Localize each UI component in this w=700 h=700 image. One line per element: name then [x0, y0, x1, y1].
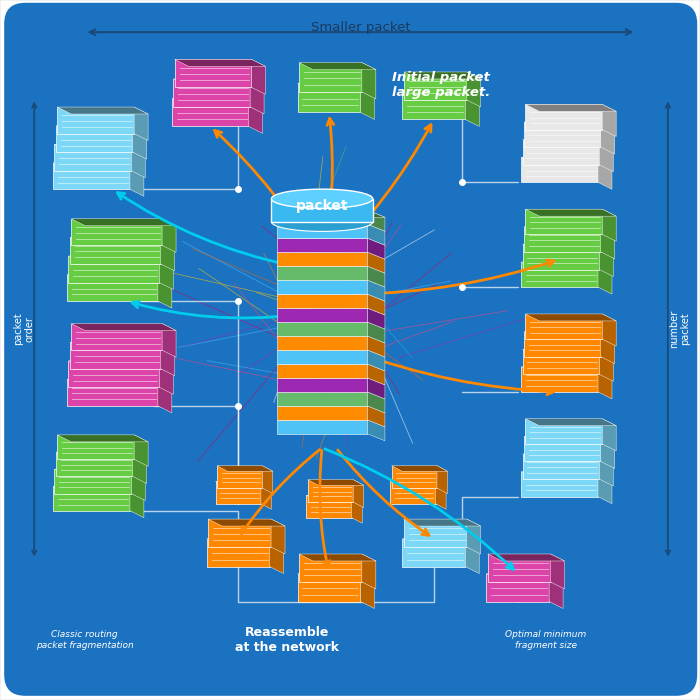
Polygon shape — [57, 435, 134, 459]
Polygon shape — [368, 392, 385, 413]
Polygon shape — [524, 122, 615, 129]
Polygon shape — [368, 406, 385, 427]
Polygon shape — [69, 360, 174, 368]
Polygon shape — [488, 554, 550, 582]
Polygon shape — [368, 224, 385, 245]
Polygon shape — [160, 256, 174, 290]
Polygon shape — [526, 209, 602, 234]
Polygon shape — [174, 60, 265, 66]
Polygon shape — [308, 480, 363, 485]
Polygon shape — [251, 60, 265, 94]
Polygon shape — [526, 314, 602, 339]
Polygon shape — [276, 252, 368, 266]
Polygon shape — [217, 466, 262, 488]
Polygon shape — [299, 554, 362, 582]
Polygon shape — [276, 350, 368, 364]
Polygon shape — [523, 244, 613, 251]
Polygon shape — [67, 274, 158, 301]
Polygon shape — [467, 72, 481, 107]
Polygon shape — [526, 104, 602, 130]
Polygon shape — [522, 367, 612, 374]
Ellipse shape — [272, 189, 372, 209]
Polygon shape — [522, 472, 612, 479]
Polygon shape — [276, 210, 385, 217]
Ellipse shape — [272, 212, 372, 232]
Polygon shape — [71, 219, 162, 245]
Polygon shape — [276, 280, 368, 294]
Polygon shape — [550, 554, 564, 589]
Polygon shape — [67, 379, 158, 406]
Polygon shape — [206, 538, 284, 545]
Polygon shape — [276, 210, 368, 224]
Polygon shape — [523, 139, 599, 164]
Polygon shape — [601, 332, 615, 364]
Polygon shape — [486, 573, 549, 601]
Text: number
packet: number packet — [669, 310, 690, 348]
Polygon shape — [437, 466, 447, 493]
Text: packet: packet — [296, 199, 349, 213]
Polygon shape — [158, 274, 172, 308]
Polygon shape — [368, 336, 385, 357]
Polygon shape — [368, 280, 385, 301]
Text: Optimal minimum
fragment size: Optimal minimum fragment size — [505, 630, 586, 650]
Polygon shape — [69, 256, 160, 283]
Polygon shape — [69, 360, 160, 387]
Polygon shape — [368, 350, 385, 371]
Polygon shape — [298, 573, 360, 601]
Polygon shape — [55, 144, 146, 151]
Polygon shape — [160, 360, 174, 394]
Polygon shape — [57, 107, 134, 134]
Polygon shape — [353, 480, 363, 508]
Polygon shape — [368, 308, 385, 329]
Polygon shape — [70, 237, 161, 264]
Polygon shape — [53, 486, 130, 511]
Polygon shape — [601, 122, 615, 154]
Polygon shape — [299, 62, 362, 92]
Polygon shape — [262, 466, 273, 493]
Polygon shape — [522, 158, 612, 164]
Polygon shape — [162, 323, 176, 357]
Polygon shape — [276, 308, 368, 322]
Polygon shape — [404, 72, 481, 79]
Polygon shape — [523, 454, 613, 461]
Polygon shape — [276, 322, 368, 336]
Polygon shape — [217, 466, 273, 471]
Polygon shape — [57, 435, 148, 442]
Polygon shape — [53, 163, 144, 170]
Polygon shape — [360, 83, 374, 120]
Polygon shape — [391, 466, 437, 488]
Polygon shape — [524, 332, 615, 339]
Polygon shape — [56, 125, 147, 132]
Polygon shape — [55, 144, 132, 171]
Polygon shape — [161, 342, 174, 376]
Polygon shape — [362, 62, 376, 99]
Polygon shape — [272, 199, 372, 222]
Polygon shape — [368, 252, 385, 273]
Polygon shape — [602, 209, 616, 241]
Polygon shape — [71, 219, 176, 226]
Polygon shape — [362, 554, 376, 589]
Polygon shape — [270, 538, 284, 573]
Polygon shape — [276, 378, 368, 392]
Polygon shape — [250, 79, 264, 114]
Polygon shape — [368, 364, 385, 385]
Polygon shape — [526, 419, 616, 426]
Text: Smaller packet: Smaller packet — [311, 22, 410, 34]
Polygon shape — [599, 454, 613, 486]
Polygon shape — [174, 60, 251, 88]
Polygon shape — [69, 256, 174, 263]
Polygon shape — [360, 573, 374, 608]
Polygon shape — [298, 573, 374, 580]
Polygon shape — [526, 419, 602, 444]
Polygon shape — [132, 469, 146, 500]
Polygon shape — [308, 480, 353, 502]
Polygon shape — [161, 237, 174, 271]
Polygon shape — [526, 209, 616, 216]
Polygon shape — [276, 364, 368, 378]
Polygon shape — [172, 99, 262, 106]
Polygon shape — [56, 452, 147, 459]
Polygon shape — [524, 436, 601, 461]
Polygon shape — [404, 519, 467, 547]
Polygon shape — [524, 122, 601, 147]
